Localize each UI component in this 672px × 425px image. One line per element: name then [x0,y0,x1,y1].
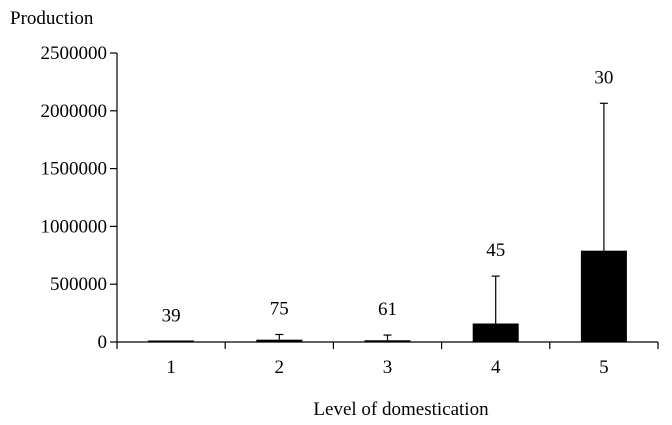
y-tick-label: 0 [98,332,108,353]
y-tick-label: 500000 [50,274,107,295]
y-tick-label: 2000000 [41,101,108,122]
y-axis-title: Production [10,8,94,29]
x-tick-label: 3 [383,357,393,378]
data-label: 39 [162,305,181,326]
y-tick-label: 1000000 [41,216,108,237]
bar [364,340,411,342]
plot-area: 0 500000 1000000 1500000 2000000 2500000 39 1 75… [41,43,659,378]
bar [256,339,303,342]
data-label: 75 [270,298,289,319]
bar [580,250,627,342]
y-tick-label: 2500000 [41,43,108,64]
x-tick-label: 4 [491,357,501,378]
data-label: 61 [378,299,397,320]
x-tick-label: 5 [599,357,609,378]
y-tick-label: 1500000 [41,159,108,180]
x-axis-title: Level of domestication [313,399,489,420]
x-tick-label: 2 [275,357,285,378]
x-tick-label: 1 [166,357,176,378]
bar [472,323,519,342]
data-label: 45 [486,240,505,261]
data-label: 30 [594,67,613,88]
